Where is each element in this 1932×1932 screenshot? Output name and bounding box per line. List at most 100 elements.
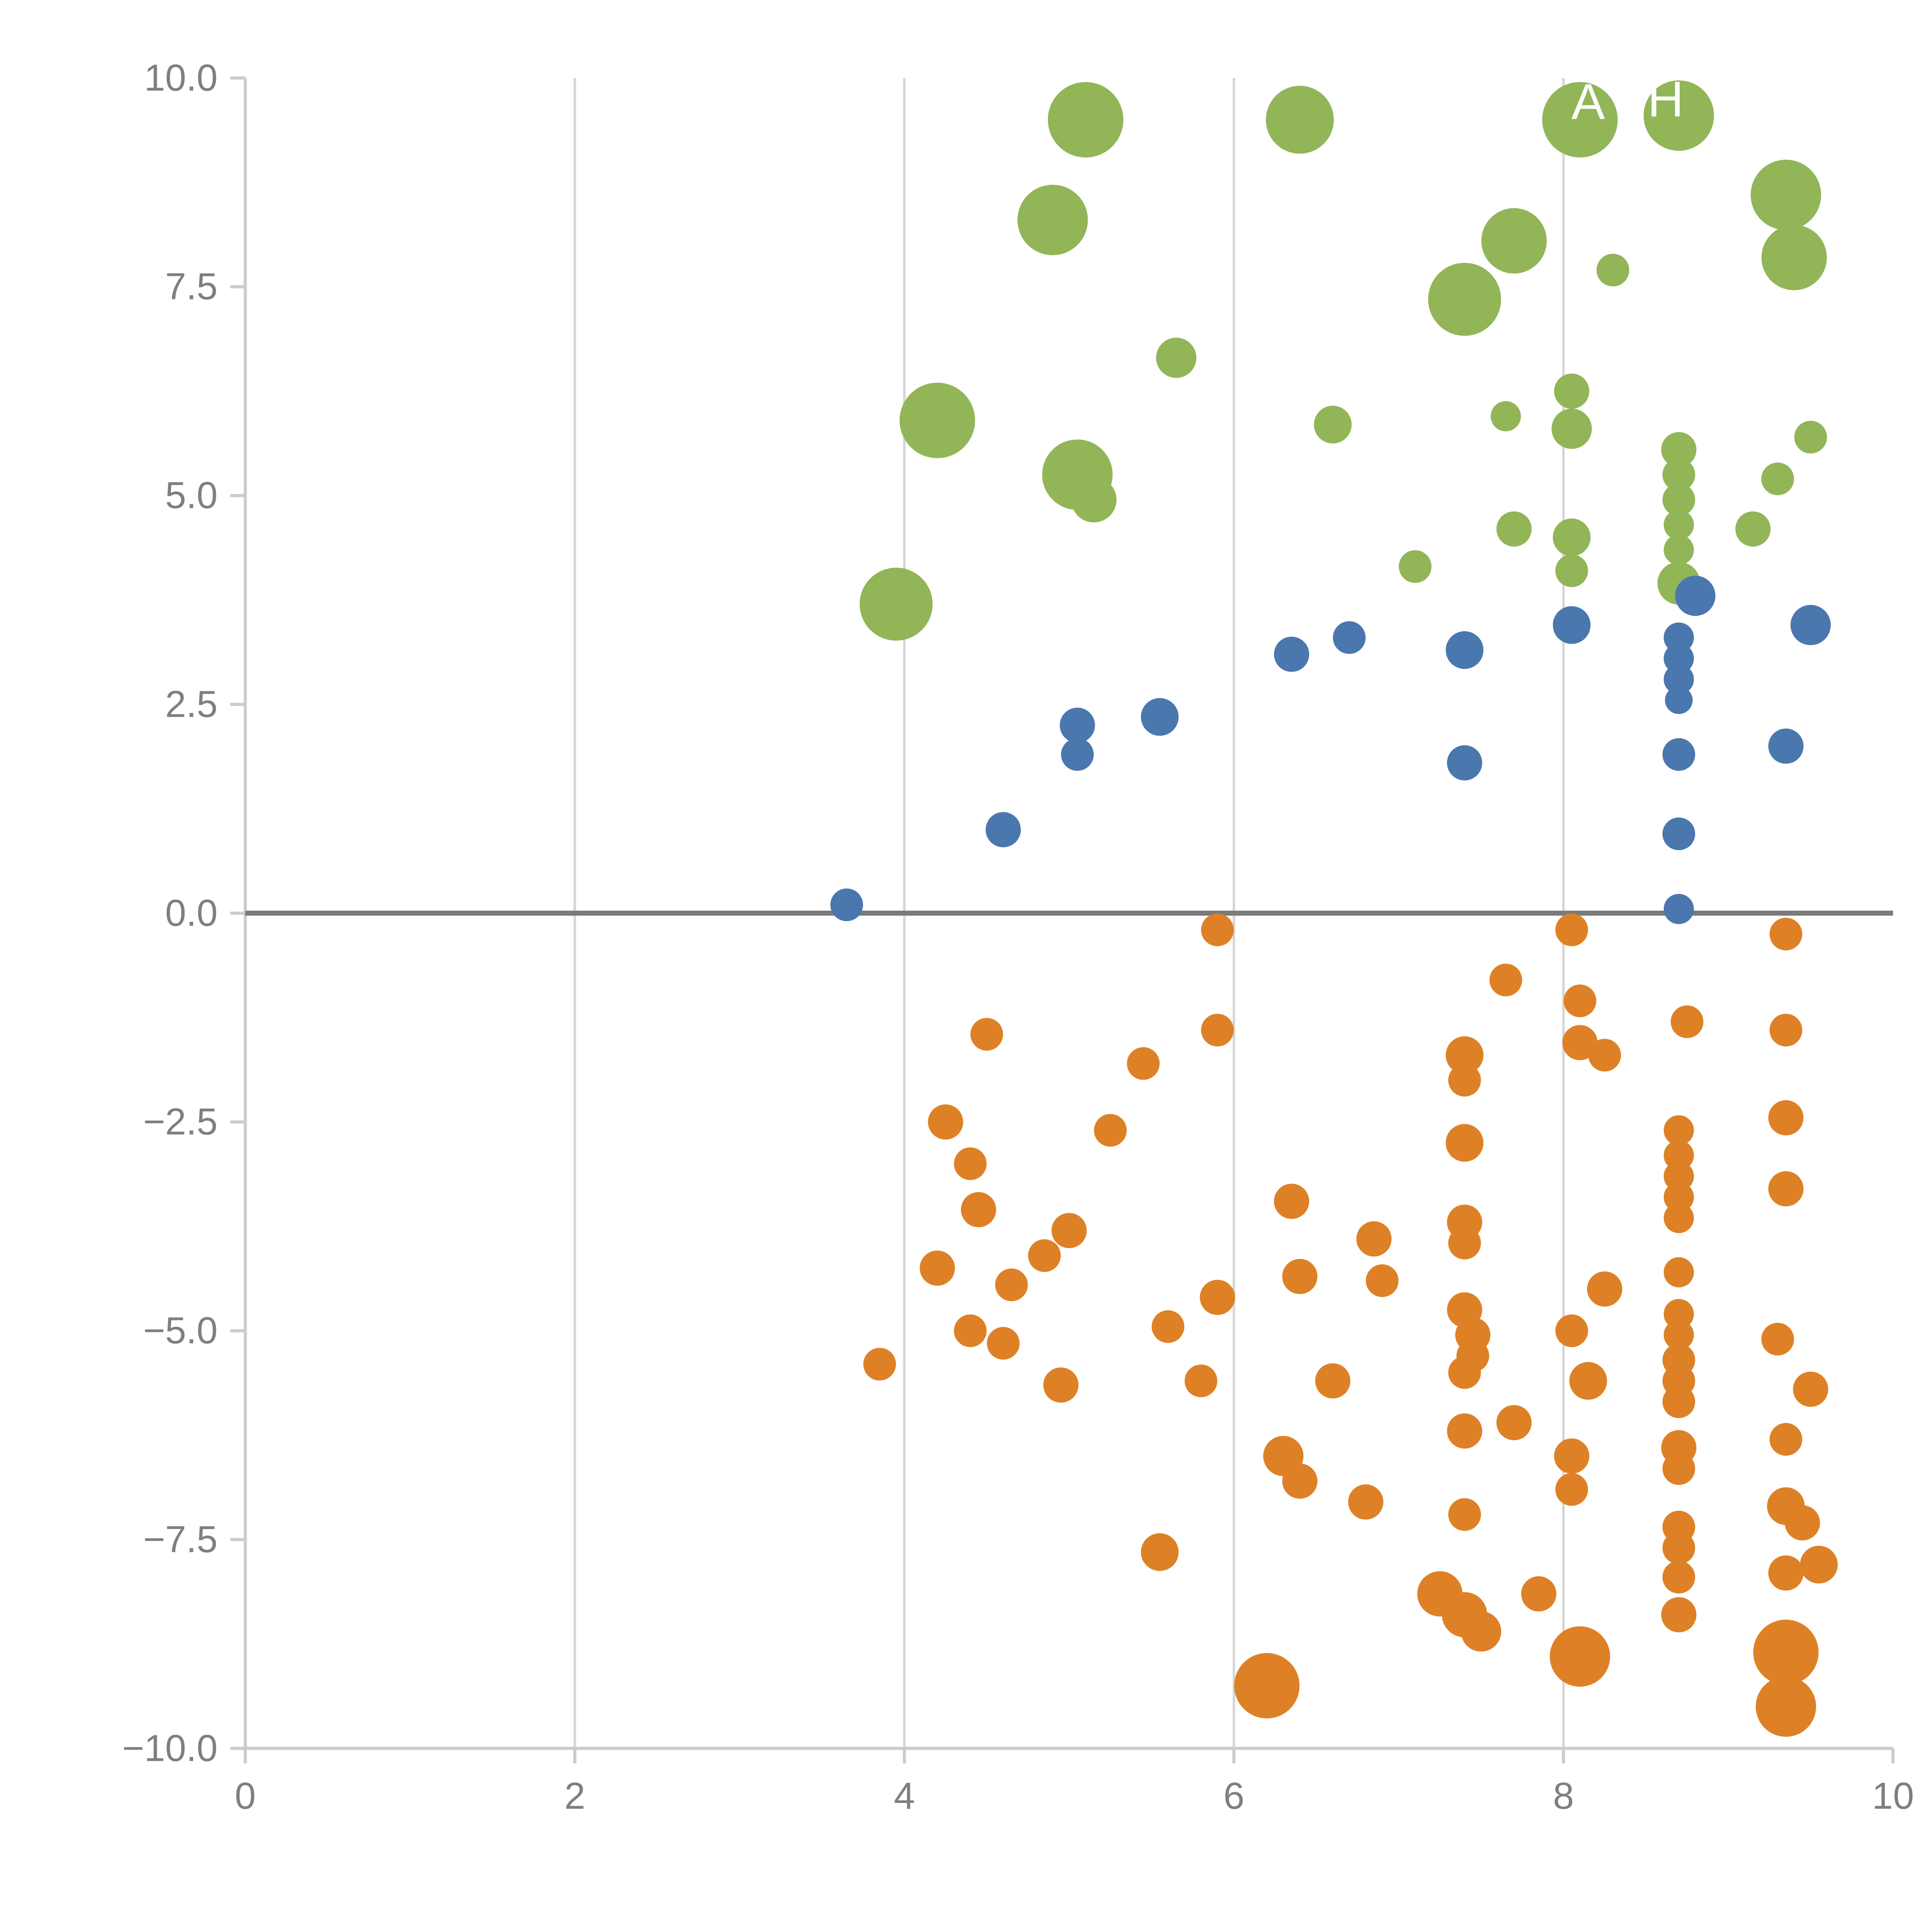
data-point-orange bbox=[1588, 1039, 1621, 1072]
data-point-blue bbox=[830, 888, 863, 921]
data-point-blue bbox=[1553, 606, 1591, 644]
data-point-orange bbox=[1662, 1561, 1696, 1594]
data-point-green bbox=[1266, 86, 1334, 154]
data-point-green bbox=[1662, 483, 1696, 516]
data-point-green bbox=[1048, 82, 1124, 158]
data-point-blue bbox=[1663, 643, 1694, 674]
data-point-orange bbox=[1663, 1182, 1694, 1213]
data-point-green bbox=[1156, 337, 1197, 378]
data-point-blue bbox=[985, 812, 1021, 847]
data-point-orange bbox=[1448, 1064, 1481, 1097]
data-point-orange bbox=[1043, 1367, 1079, 1403]
data-point-blue bbox=[1447, 745, 1482, 781]
data-point-orange bbox=[1521, 1576, 1556, 1612]
data-point-orange bbox=[1755, 1676, 1816, 1737]
data-point-orange bbox=[1184, 1364, 1218, 1398]
data-point-green bbox=[1750, 160, 1821, 230]
y-tick-label: 0.0 bbox=[165, 892, 218, 934]
x-tick-label: 10 bbox=[1872, 1775, 1914, 1817]
data-point-orange bbox=[1554, 1438, 1590, 1474]
data-point-orange bbox=[1489, 963, 1522, 997]
y-tick-label: −10.0 bbox=[122, 1727, 218, 1769]
data-point-green bbox=[1554, 373, 1590, 409]
data-point-orange bbox=[1315, 1363, 1350, 1399]
data-point-orange bbox=[1769, 918, 1803, 951]
data-point-orange bbox=[1282, 1463, 1318, 1499]
data-point-green bbox=[1399, 550, 1432, 583]
data-point-orange bbox=[1793, 1371, 1828, 1407]
data-point-orange bbox=[1569, 1362, 1607, 1400]
data-point-orange bbox=[1661, 1597, 1697, 1633]
data-point-orange bbox=[1200, 1279, 1235, 1315]
data-point-orange bbox=[1769, 1423, 1803, 1456]
x-tick-label: 6 bbox=[1223, 1775, 1244, 1817]
data-point-orange bbox=[1800, 1546, 1838, 1584]
data-point-green bbox=[1663, 510, 1694, 540]
x-tick-label: 4 bbox=[894, 1775, 915, 1817]
data-point-blue bbox=[1333, 621, 1366, 654]
data-point-blue bbox=[1663, 622, 1694, 653]
data-point-orange bbox=[970, 1018, 1003, 1051]
data-point-green bbox=[1596, 253, 1629, 287]
data-point-orange bbox=[1761, 1323, 1794, 1355]
x-tick-label: 0 bbox=[235, 1775, 256, 1817]
data-point-orange bbox=[1448, 1498, 1481, 1531]
data-point-orange bbox=[1768, 1171, 1804, 1207]
data-point-orange bbox=[1587, 1271, 1622, 1307]
data-point-orange bbox=[1282, 1259, 1318, 1294]
y-tick-label: −2.5 bbox=[143, 1100, 218, 1143]
data-point-orange bbox=[1447, 1413, 1482, 1449]
data-point-orange bbox=[1753, 1619, 1819, 1685]
x-tick-label: 8 bbox=[1553, 1775, 1574, 1817]
data-point-orange bbox=[1446, 1036, 1484, 1074]
data-point-green bbox=[1314, 406, 1352, 444]
data-point-orange bbox=[1663, 1115, 1694, 1146]
data-point-green bbox=[1553, 518, 1591, 556]
data-point-orange bbox=[1768, 1555, 1804, 1591]
data-point-orange bbox=[1201, 1014, 1234, 1047]
data-point-orange bbox=[1563, 984, 1597, 1017]
data-point-green bbox=[1663, 534, 1694, 565]
data-point-orange bbox=[1448, 1356, 1481, 1389]
data-point-blue bbox=[1663, 664, 1694, 695]
data-point-orange bbox=[1663, 1299, 1694, 1329]
y-tick-label: 7.5 bbox=[165, 265, 218, 308]
data-point-green bbox=[1555, 554, 1588, 587]
data-point-blue bbox=[1675, 575, 1716, 616]
data-point-orange bbox=[928, 1104, 963, 1140]
data-point-blue bbox=[1768, 728, 1804, 764]
data-point-orange bbox=[1201, 913, 1234, 946]
data-point-orange bbox=[1662, 1452, 1696, 1485]
data-point-orange bbox=[1234, 1653, 1300, 1719]
data-point-green bbox=[1661, 432, 1697, 468]
data-point-orange bbox=[863, 1348, 896, 1381]
data-point-orange bbox=[1663, 1257, 1694, 1287]
data-point-green bbox=[1017, 185, 1088, 255]
data-point-green bbox=[1542, 82, 1618, 158]
data-point-orange bbox=[954, 1147, 987, 1180]
data-point-green bbox=[1428, 263, 1501, 336]
data-point-orange bbox=[1784, 1505, 1820, 1541]
data-point-blue bbox=[1663, 894, 1694, 924]
data-point-orange bbox=[1555, 1314, 1588, 1347]
data-point-green bbox=[900, 383, 975, 458]
data-point-orange bbox=[1663, 1161, 1694, 1192]
data-point-orange bbox=[1549, 1626, 1610, 1687]
data-point-green bbox=[1643, 80, 1714, 151]
data-point-orange bbox=[961, 1192, 996, 1228]
data-point-blue bbox=[1446, 631, 1484, 669]
y-tick-label: 2.5 bbox=[165, 683, 218, 725]
data-point-orange bbox=[1446, 1124, 1484, 1162]
data-point-orange bbox=[1366, 1264, 1399, 1297]
data-point-green bbox=[1481, 208, 1547, 274]
y-tick-label: −7.5 bbox=[143, 1518, 218, 1560]
data-point-orange bbox=[1141, 1533, 1179, 1571]
data-point-orange bbox=[1448, 1226, 1481, 1260]
data-point-orange bbox=[1555, 913, 1588, 946]
data-point-orange bbox=[954, 1314, 987, 1347]
data-point-orange bbox=[1662, 1531, 1696, 1565]
data-point-orange bbox=[1670, 1005, 1704, 1038]
y-tick-label: −5.0 bbox=[143, 1310, 218, 1352]
data-point-orange bbox=[1461, 1611, 1502, 1652]
